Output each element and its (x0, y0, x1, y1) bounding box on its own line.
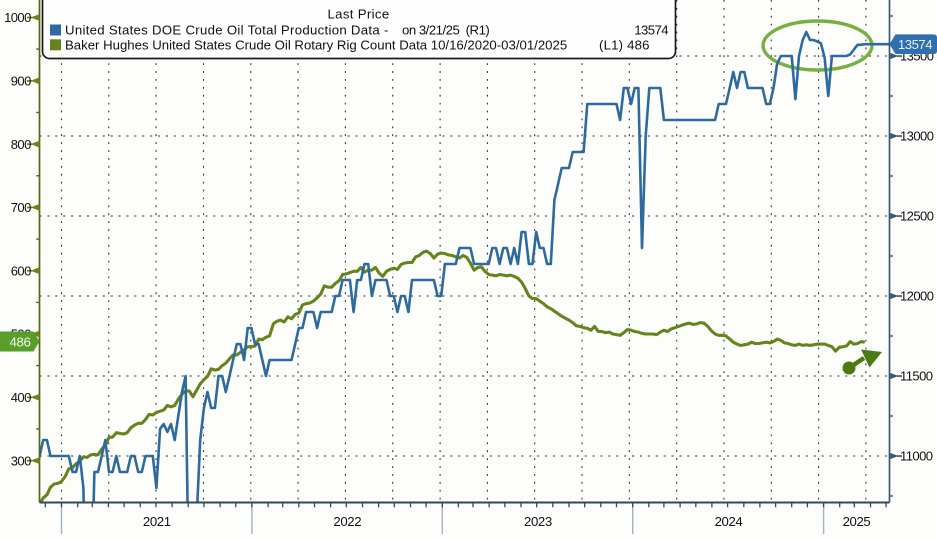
svg-text:2025: 2025 (843, 514, 871, 529)
svg-text:2023: 2023 (524, 514, 552, 529)
svg-text:400: 400 (11, 390, 31, 405)
svg-text:600: 600 (11, 263, 31, 278)
svg-text:11500: 11500 (900, 369, 933, 384)
svg-text:800: 800 (11, 137, 31, 152)
svg-text:486: 486 (9, 334, 30, 349)
svg-text:2022: 2022 (333, 514, 361, 529)
svg-text:300: 300 (11, 453, 31, 468)
svg-text:United States DOE Crude Oil To: United States DOE Crude Oil Total Produc… (65, 23, 389, 38)
svg-text:12000: 12000 (900, 289, 934, 304)
svg-text:900: 900 (11, 74, 31, 89)
svg-text:2021: 2021 (143, 514, 171, 529)
svg-text:13574: 13574 (898, 37, 932, 52)
svg-text:700: 700 (11, 200, 31, 215)
svg-text:on 3/21/25 (R1): on 3/21/25 (R1) (402, 23, 489, 38)
svg-text:11000: 11000 (900, 449, 933, 464)
svg-text:12500: 12500 (900, 209, 934, 224)
svg-text:13000: 13000 (900, 129, 934, 144)
svg-text:2024: 2024 (715, 514, 743, 529)
svg-text:1000: 1000 (4, 10, 31, 25)
svg-text:Baker Hughes United States Cru: Baker Hughes United States Crude Oil Rot… (65, 37, 567, 52)
svg-text:Last Price: Last Price (327, 7, 389, 22)
svg-text:13574: 13574 (634, 23, 668, 38)
svg-text:(L1) 486: (L1) 486 (599, 37, 650, 52)
